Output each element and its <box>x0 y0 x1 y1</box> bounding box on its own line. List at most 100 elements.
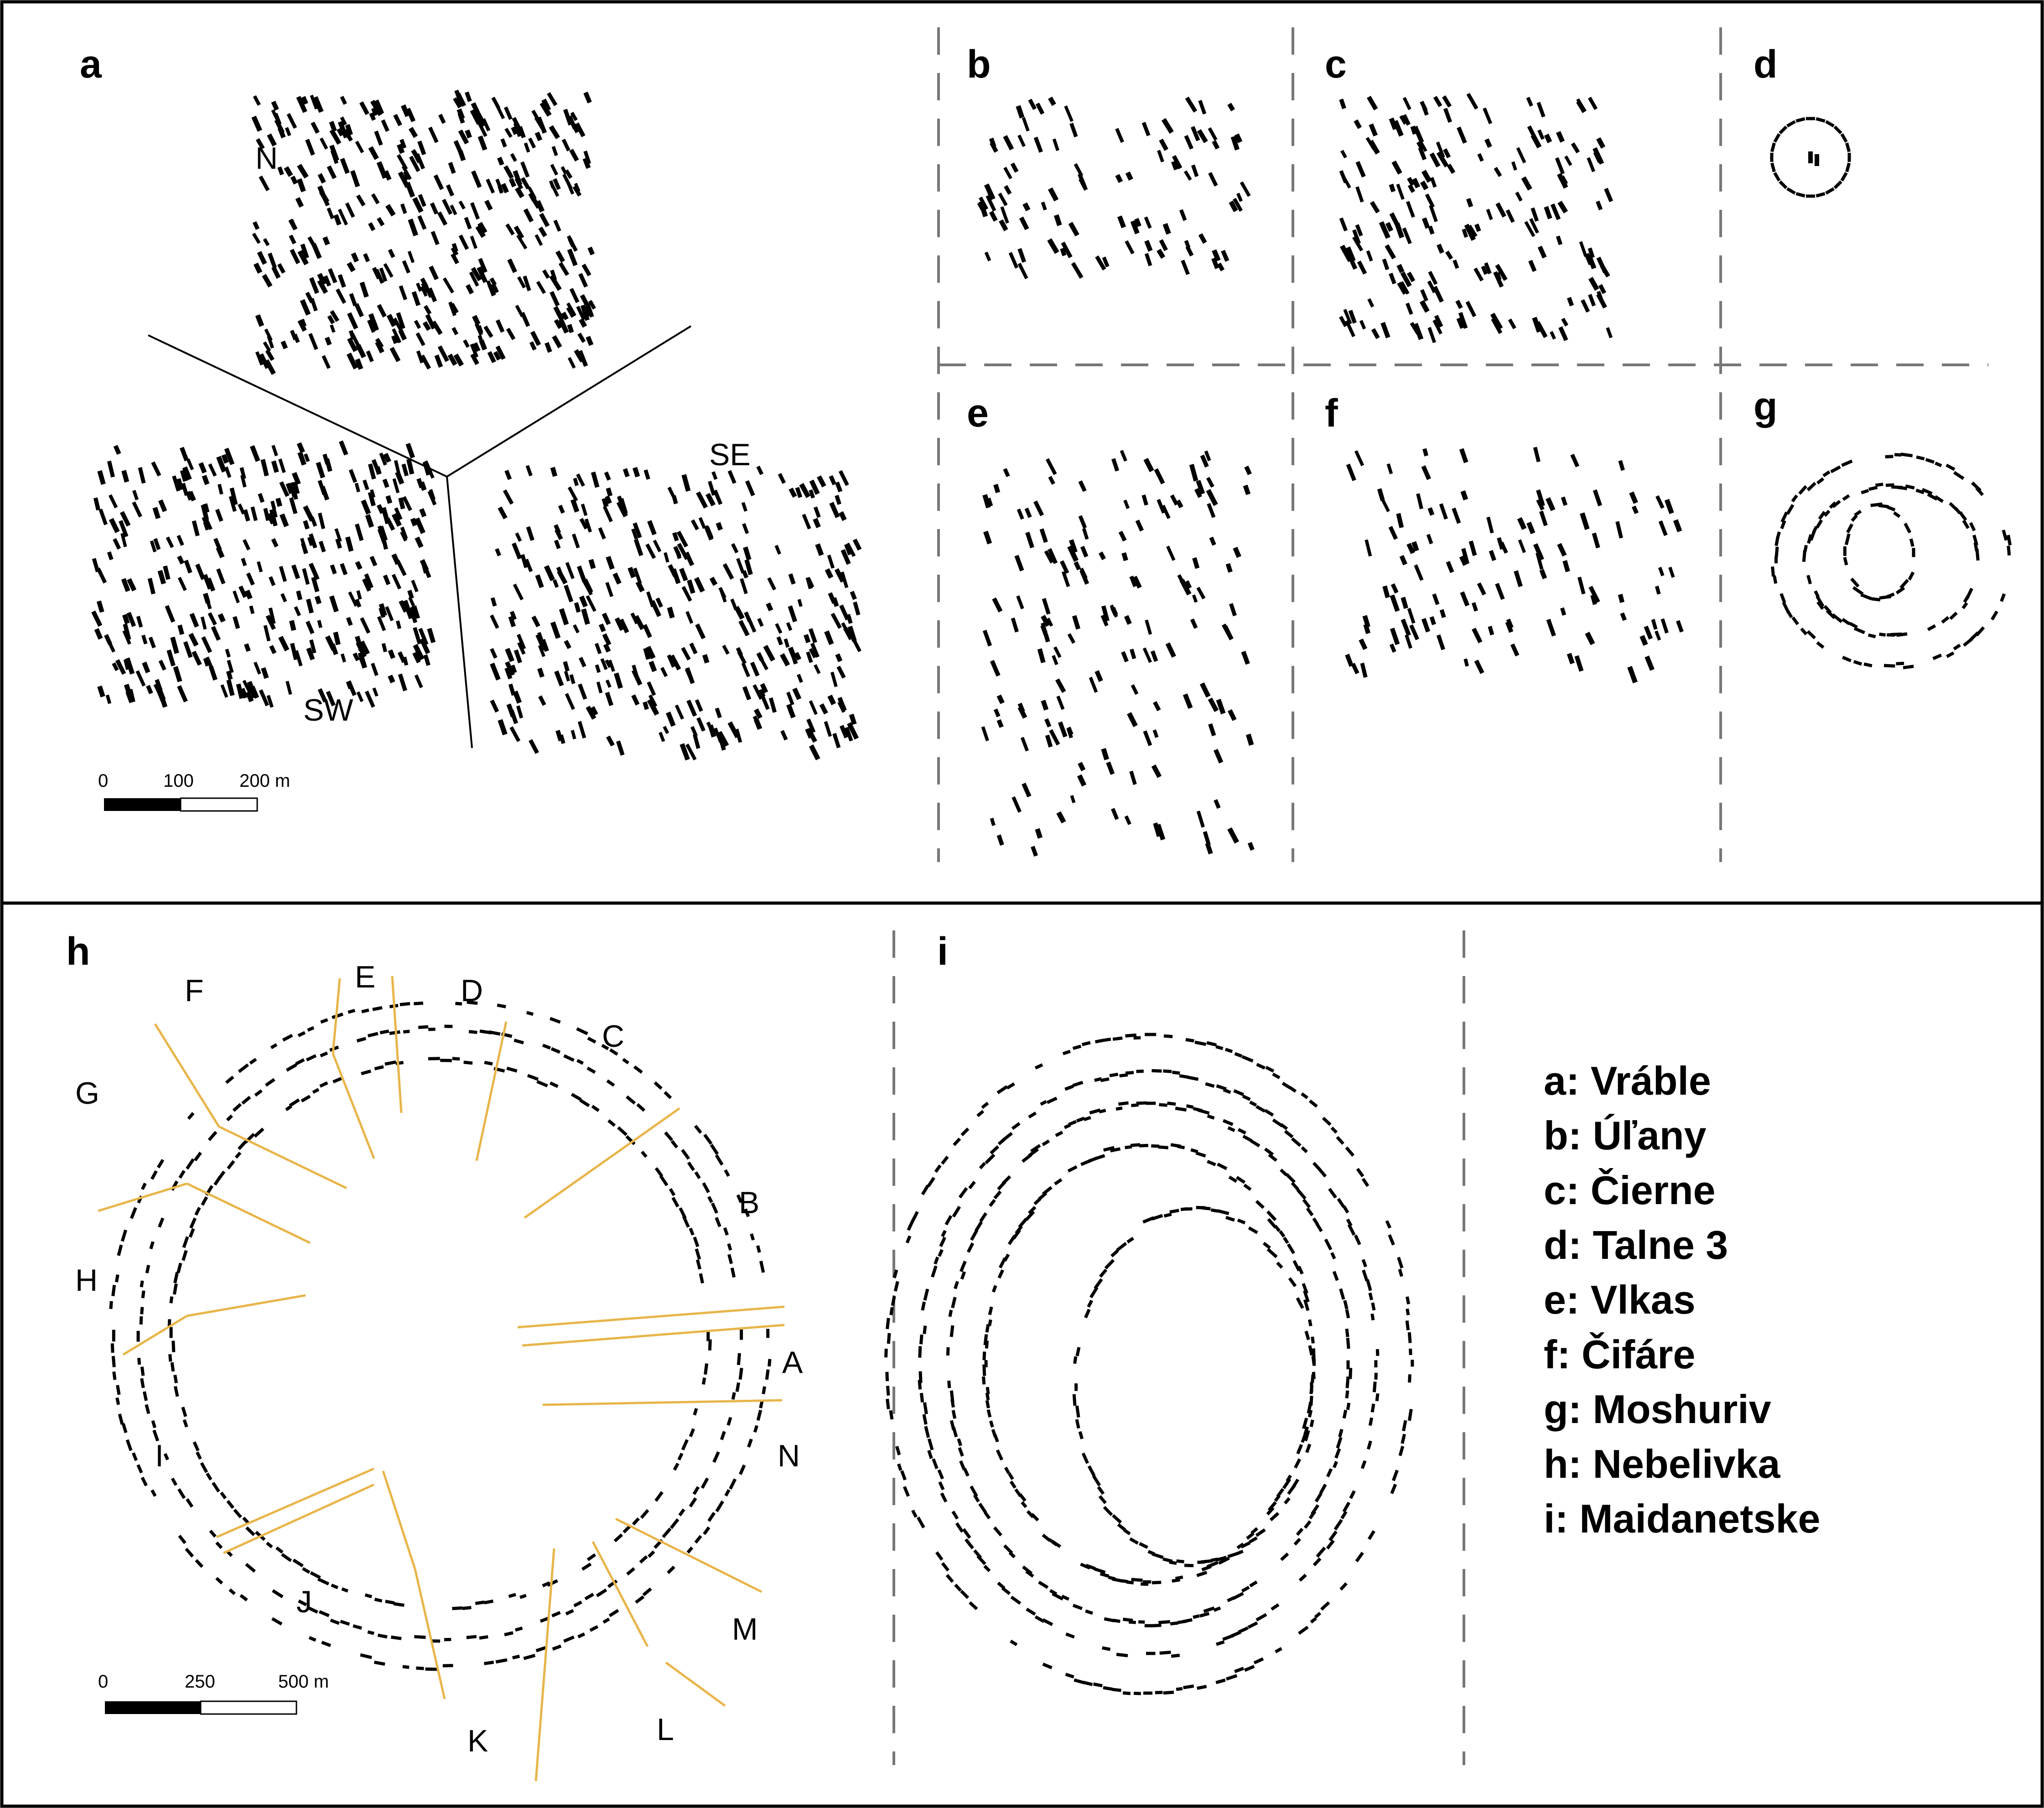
house-plan <box>1070 795 1076 804</box>
house-plan <box>368 146 379 160</box>
house-plan <box>1842 494 1850 501</box>
house-plan <box>1484 262 1492 275</box>
house-plan <box>503 106 513 120</box>
house-plan <box>367 1630 374 1635</box>
house-plan <box>127 578 137 592</box>
house-plan <box>1812 526 1818 534</box>
house-plan <box>285 1063 297 1072</box>
house-plan <box>744 1208 750 1217</box>
house-plan <box>1185 580 1192 589</box>
house-plan <box>849 713 857 725</box>
house-plan <box>559 608 569 625</box>
house-plan <box>824 630 834 645</box>
house-plan <box>1393 120 1404 137</box>
house-plan <box>938 1481 945 1491</box>
house-plan <box>797 599 803 607</box>
house-plan <box>927 1438 934 1450</box>
house-plan <box>576 306 586 321</box>
house-plan <box>484 199 493 211</box>
house-plan <box>606 556 615 570</box>
house-plan <box>1429 152 1441 168</box>
house-plan <box>1342 1409 1348 1419</box>
house-plan <box>959 1460 966 1470</box>
house-plan <box>1241 650 1250 665</box>
house-plan <box>484 1660 494 1665</box>
house-plan <box>1184 135 1194 150</box>
house-plan <box>606 735 615 747</box>
house-plan <box>120 533 127 547</box>
house-plan <box>687 1161 695 1171</box>
house-plan <box>360 640 370 655</box>
house-plan <box>326 691 336 707</box>
house-plan <box>429 265 439 281</box>
house-plan <box>825 568 834 579</box>
house-plan <box>470 343 479 358</box>
house-plan <box>501 183 509 193</box>
house-plan <box>1806 117 1815 120</box>
house-plan <box>505 661 515 676</box>
house-plan <box>591 706 598 716</box>
house-plan <box>1471 602 1479 612</box>
house-plan <box>289 1098 300 1107</box>
house-plan <box>809 700 818 715</box>
house-plan <box>1779 593 1786 603</box>
house-plan <box>227 1160 235 1170</box>
house-plan <box>647 698 659 716</box>
house-plan <box>1121 651 1129 663</box>
house-plan <box>136 616 143 628</box>
house-plan <box>1103 1146 1115 1152</box>
house-plan <box>92 558 100 572</box>
house-plan <box>571 730 576 740</box>
house-plan <box>1045 458 1057 475</box>
house-plan <box>706 1330 710 1341</box>
house-plan <box>361 1069 372 1075</box>
house-plan <box>1009 1481 1017 1489</box>
house-plan <box>1443 148 1451 159</box>
house-plan <box>549 1081 559 1088</box>
house-plan <box>1370 1313 1375 1321</box>
house-plan <box>1370 201 1380 213</box>
house-plan <box>320 1051 328 1058</box>
house-plan <box>809 648 817 659</box>
house-plan <box>767 577 777 591</box>
house-plan <box>667 1565 675 1574</box>
house-plan <box>1304 1330 1310 1340</box>
house-plan <box>108 494 118 509</box>
house-plan <box>1291 1137 1302 1147</box>
house-plan <box>1842 655 1852 663</box>
house-plan <box>349 293 358 307</box>
house-plan <box>1198 1108 1210 1115</box>
house-plan <box>411 291 421 307</box>
house-plan <box>1012 796 1022 813</box>
house-plan <box>540 101 552 117</box>
house-plan <box>434 354 443 368</box>
sector-label-b: B <box>739 1185 759 1220</box>
house-plan <box>1246 1532 1255 1540</box>
house-plan <box>187 1112 195 1120</box>
house-plan <box>1536 552 1544 570</box>
house-plan <box>1162 1557 1173 1563</box>
scale-a-tick-200m: 200 m <box>239 771 290 791</box>
house-plan <box>126 612 136 627</box>
house-plan <box>1375 1393 1380 1402</box>
house-plan <box>423 305 432 315</box>
house-plan <box>1129 576 1137 587</box>
house-plan <box>438 114 446 124</box>
house-plan <box>1083 1116 1091 1122</box>
house-plan <box>1184 1564 1194 1568</box>
house-plan <box>350 170 360 187</box>
house-plan <box>201 504 209 521</box>
house-plan <box>713 489 723 505</box>
house-plan <box>202 574 213 590</box>
house-plan <box>756 1409 763 1421</box>
house-plan <box>591 1105 600 1112</box>
house-plan <box>1207 503 1216 518</box>
house-plan <box>278 458 286 473</box>
house-plan <box>1462 229 1468 238</box>
house-plan <box>969 1601 978 1611</box>
house-plan <box>1003 1253 1010 1262</box>
house-plan <box>982 629 992 647</box>
house-plan <box>1406 302 1413 315</box>
house-plan <box>1055 678 1066 693</box>
house-plan <box>359 281 369 298</box>
